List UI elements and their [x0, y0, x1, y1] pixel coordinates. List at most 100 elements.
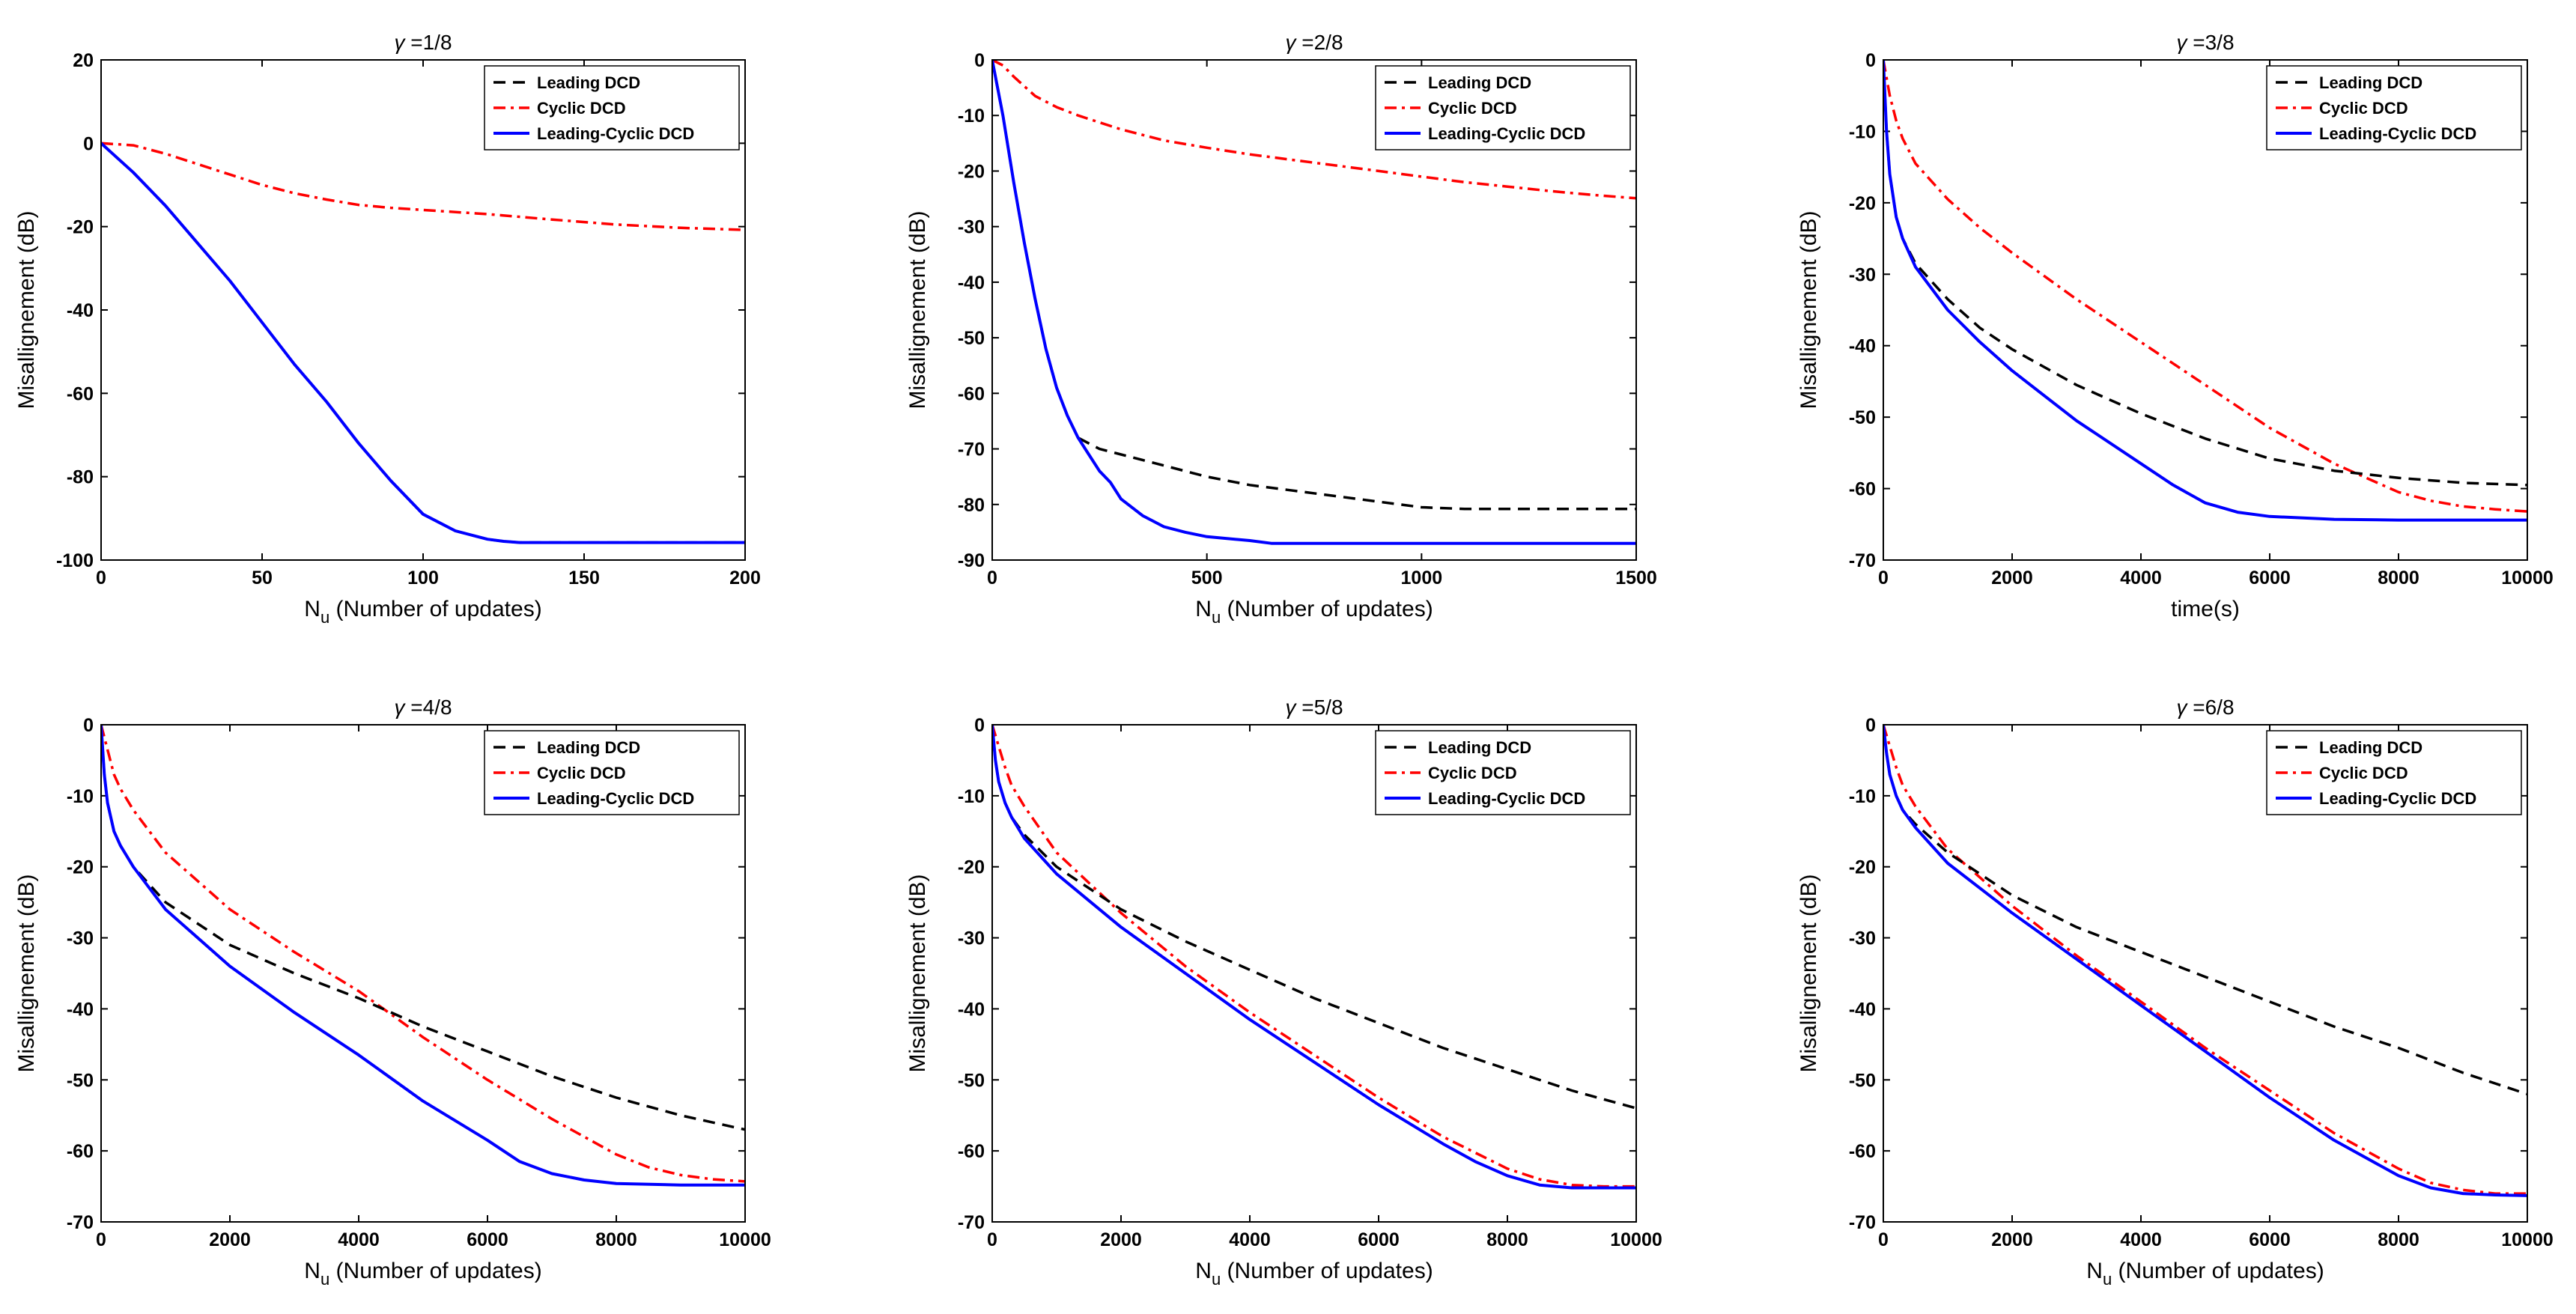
legend: Leading DCD Cyclic DCD Leading-Cyclic DCD [1375, 65, 1631, 150]
y-tick-label: -50 [1849, 1070, 1876, 1091]
x-tick-label: 4000 [2120, 568, 2162, 588]
x-tick-label: 150 [568, 568, 600, 588]
axes-frame [1883, 724, 2528, 1223]
y-tick-label: -70 [1849, 1212, 1876, 1233]
y-tick-label: -20 [958, 857, 985, 878]
y-tick-label: -30 [958, 928, 985, 949]
title-symbol: γ [394, 696, 406, 719]
x-axis-label-subscript: u [2103, 1270, 2112, 1289]
title-symbol: γ [1285, 696, 1297, 719]
x-tick-label: 4000 [338, 1229, 380, 1250]
y-tick-label: -60 [67, 383, 94, 404]
y-tick-label: -30 [1849, 928, 1876, 949]
leading-cyclic-dcd-series-line [1883, 725, 2527, 1197]
chart-panel-5: 0 2000 4000 6000 8000 10000 -70 -60 -50 -40 -30 -20… [905, 696, 1662, 1289]
y-tick-label: -60 [958, 383, 985, 404]
x-axis-label-main: N [1195, 597, 1212, 621]
y-tick-label: -20 [958, 161, 985, 182]
x-tick-label: 10000 [2501, 568, 2554, 588]
leading-cyclic-dcd-series-line [101, 725, 745, 1187]
x-axis-label-rest: (Number of updates) [1221, 597, 1433, 621]
x-tick-label: 0 [1878, 568, 1889, 588]
x-tick-label: 50 [252, 568, 273, 588]
title-symbol: γ [2176, 696, 2188, 719]
y-tick-label: -20 [67, 857, 94, 878]
axes-frame [991, 724, 1637, 1223]
x-axis-label: Nu (Number of updates) [2086, 1259, 2324, 1289]
chart-title: γ =1/8 [394, 31, 452, 54]
x-axis-label-rest: (Number of updates) [329, 597, 541, 621]
axes-frame [1883, 59, 2528, 561]
chart-title: γ =3/8 [2176, 31, 2234, 54]
y-tick-label: -90 [958, 550, 985, 571]
title-value: =2/8 [1295, 31, 1343, 54]
x-axis-label: Nu (Number of updates) [1195, 597, 1433, 627]
axes-frame [991, 59, 1637, 561]
legend-entry-label: Leading DCD [537, 738, 640, 757]
legend: Leading DCD Cyclic DCD Leading-Cyclic DCD [484, 730, 740, 815]
chart-panel-3: 0 2000 4000 6000 8000 10000 -70 -60 -50 -40 -30 -20… [1796, 31, 2554, 621]
axes-frame [100, 59, 746, 561]
y-tick-label: -80 [958, 495, 985, 516]
y-tick-label: -70 [1849, 550, 1876, 571]
x-tick-label: 6000 [2249, 1229, 2291, 1250]
chart-title: γ =5/8 [1285, 696, 1343, 719]
x-axis-label-subscript: u [321, 608, 329, 627]
chart-panel-1: 0 50 100 150 200 -100 -80 -60 -40 -20 0 20 γ =1/8 Nu … [14, 31, 761, 627]
y-axis-label: Misallignement (dB) [1796, 874, 1821, 1072]
x-tick-label: 10000 [719, 1229, 771, 1250]
title-value: =6/8 [2187, 696, 2234, 719]
x-tick-label: 0 [987, 568, 997, 588]
y-tick-label: -10 [1849, 786, 1876, 807]
x-axis-label: time(s) [2171, 597, 2240, 621]
cyclic-dcd-series-line [1883, 60, 2527, 513]
legend-entry-label: Cyclic DCD [537, 99, 626, 118]
legend-entry-label: Leading-Cyclic DCD [537, 124, 694, 143]
legend: Leading DCD Cyclic DCD Leading-Cyclic DCD [2266, 65, 2522, 150]
y-tick-label: -80 [67, 467, 94, 488]
legend-entry-label: Leading-Cyclic DCD [2319, 789, 2476, 808]
y-tick-label: -20 [67, 217, 94, 238]
x-tick-label: 2000 [1100, 1229, 1142, 1250]
x-axis-label: Nu (Number of updates) [304, 597, 541, 627]
x-tick-label: 100 [407, 568, 439, 588]
y-tick-label: 0 [1865, 715, 1876, 736]
x-axis-label-main: N [304, 1259, 321, 1283]
title-value: =3/8 [2187, 31, 2234, 54]
y-tick-label: -20 [1849, 857, 1876, 878]
x-tick-label: 2000 [1991, 568, 2033, 588]
y-tick-label: -40 [958, 999, 985, 1020]
cyclic-dcd-series-line [101, 142, 745, 231]
x-axis-label-main: time(s) [2171, 597, 2240, 621]
axes-frame [100, 724, 746, 1223]
x-tick-label: 0 [96, 568, 106, 588]
y-tick-label: -40 [67, 300, 94, 321]
legend-entry-label: Leading-Cyclic DCD [1428, 789, 1585, 808]
legend-entry-label: Leading-Cyclic DCD [2319, 124, 2476, 143]
x-axis-label-subscript: u [1212, 608, 1221, 627]
y-tick-label: -30 [67, 928, 94, 949]
y-tick-label: -30 [958, 217, 985, 238]
y-tick-label: -10 [958, 786, 985, 807]
y-tick-label: 0 [1865, 50, 1876, 71]
x-axis-label-main: N [304, 597, 321, 621]
title-value: =1/8 [404, 31, 452, 54]
y-tick-label: -60 [1849, 479, 1876, 500]
chart-title: γ =4/8 [394, 696, 452, 719]
y-tick-label: -50 [1849, 407, 1876, 428]
y-tick-label: 0 [974, 50, 985, 71]
y-tick-label: -70 [958, 1212, 985, 1233]
y-tick-label: -40 [1849, 999, 1876, 1020]
leading-cyclic-dcd-series-line [992, 60, 1636, 545]
cyclic-dcd-series-line [1883, 725, 2527, 1195]
title-value: =5/8 [1295, 696, 1343, 719]
y-tick-label: -100 [56, 550, 94, 571]
y-axis-label: Misallignement (dB) [905, 874, 930, 1072]
x-tick-label: 6000 [467, 1229, 508, 1250]
x-axis-label-main: N [2086, 1259, 2103, 1283]
y-tick-label: -50 [958, 328, 985, 349]
legend: Leading DCD Cyclic DCD Leading-Cyclic DCD [2266, 730, 2522, 815]
x-tick-label: 8000 [2378, 1229, 2419, 1250]
y-tick-label: -40 [1849, 336, 1876, 357]
